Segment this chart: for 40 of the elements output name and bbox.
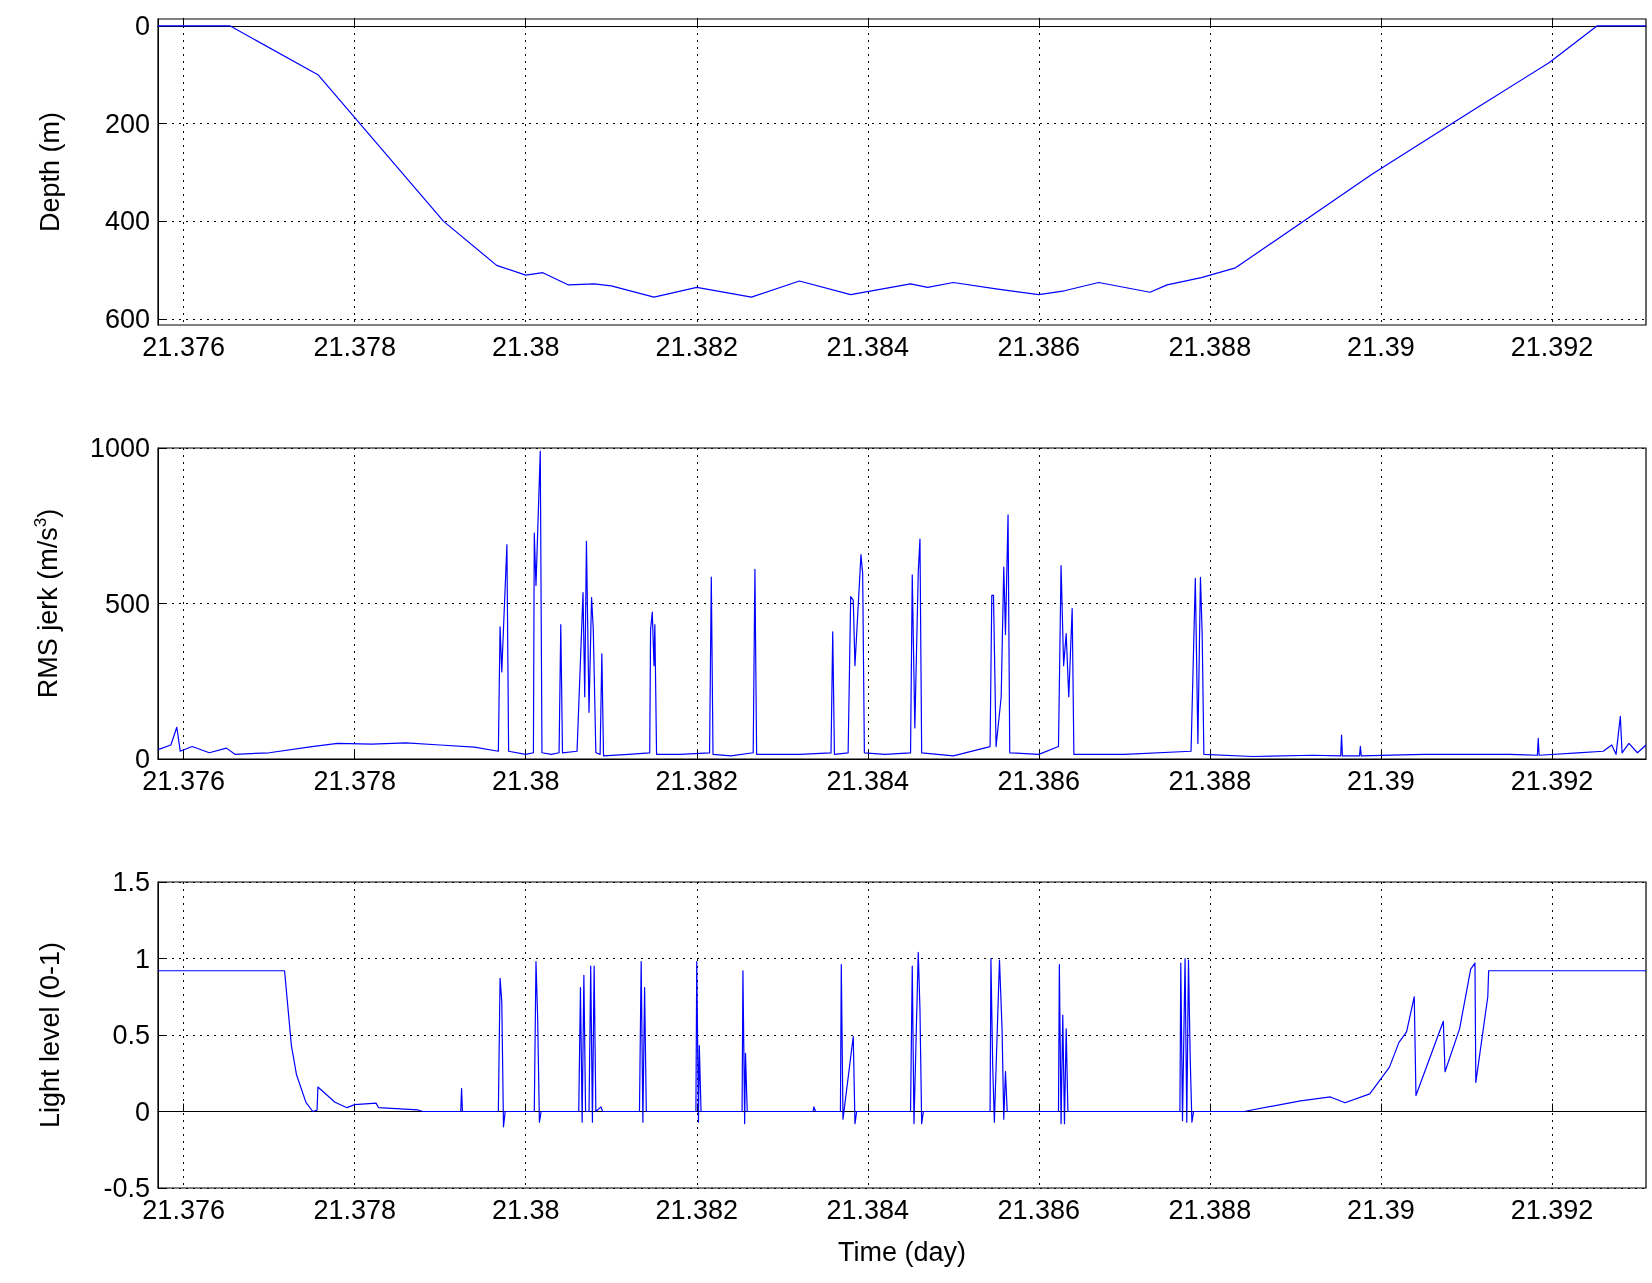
y-tick-label: 1000	[89, 433, 150, 463]
x-tick-label: 21.39	[1347, 331, 1415, 362]
x-tick-label: 21.39	[1347, 1194, 1415, 1225]
y-tick-label: 0.5	[112, 1020, 150, 1050]
x-tick-label: 21.38	[491, 331, 560, 362]
y-tick-label: 500	[104, 588, 150, 619]
x-tick-label: 21.386	[997, 1194, 1081, 1225]
y-axis-title: Depth (m)	[34, 111, 65, 233]
x-tick-label: 21.386	[997, 765, 1081, 796]
x-tick-label: 21.38	[491, 1194, 560, 1225]
x-tick-label: 21.392	[1510, 765, 1594, 796]
x-tick-label: 21.386	[997, 331, 1081, 362]
x-tick-label: 21.39	[1347, 765, 1415, 796]
x-tick-label: 21.382	[655, 1194, 739, 1225]
x-tick-label: 21.378	[313, 331, 396, 362]
x-tick-label: 21.392	[1510, 1194, 1594, 1225]
x-tick-label: 21.384	[826, 1194, 910, 1225]
line-series	[157, 450, 1647, 758]
x-tick-label: 21.384	[826, 765, 910, 796]
x-tick-label: 21.382	[655, 331, 739, 362]
x-tick-label: 21.388	[1168, 765, 1252, 796]
y-tick-label: 0	[134, 10, 150, 41]
x-tick-label: 21.388	[1168, 1194, 1252, 1225]
x-tick-label: 21.378	[313, 1194, 396, 1225]
y-tick-label: 0	[134, 1096, 150, 1127]
x-tick-label: 21.392	[1510, 331, 1594, 362]
y-tick-label: 1.5	[112, 867, 150, 897]
x-tick-label: 21.378	[313, 765, 396, 796]
x-tick-label: 21.384	[826, 331, 910, 362]
y-tick-label: 200	[104, 108, 150, 139]
line-series	[157, 25, 1647, 298]
y-tick-label: 400	[104, 206, 150, 237]
x-tick-label: 21.382	[655, 765, 739, 796]
y-axis-title: Light level (0-1)	[34, 941, 65, 1129]
x-axis-title: Time (day)	[837, 1236, 967, 1267]
y-axis-title: RMS jerk (m/s3)	[31, 508, 63, 699]
x-tick-label: 21.388	[1168, 331, 1252, 362]
y-tick-label: 1	[134, 943, 150, 974]
line-series	[157, 951, 1647, 1128]
x-tick-label: 21.38	[491, 765, 560, 796]
